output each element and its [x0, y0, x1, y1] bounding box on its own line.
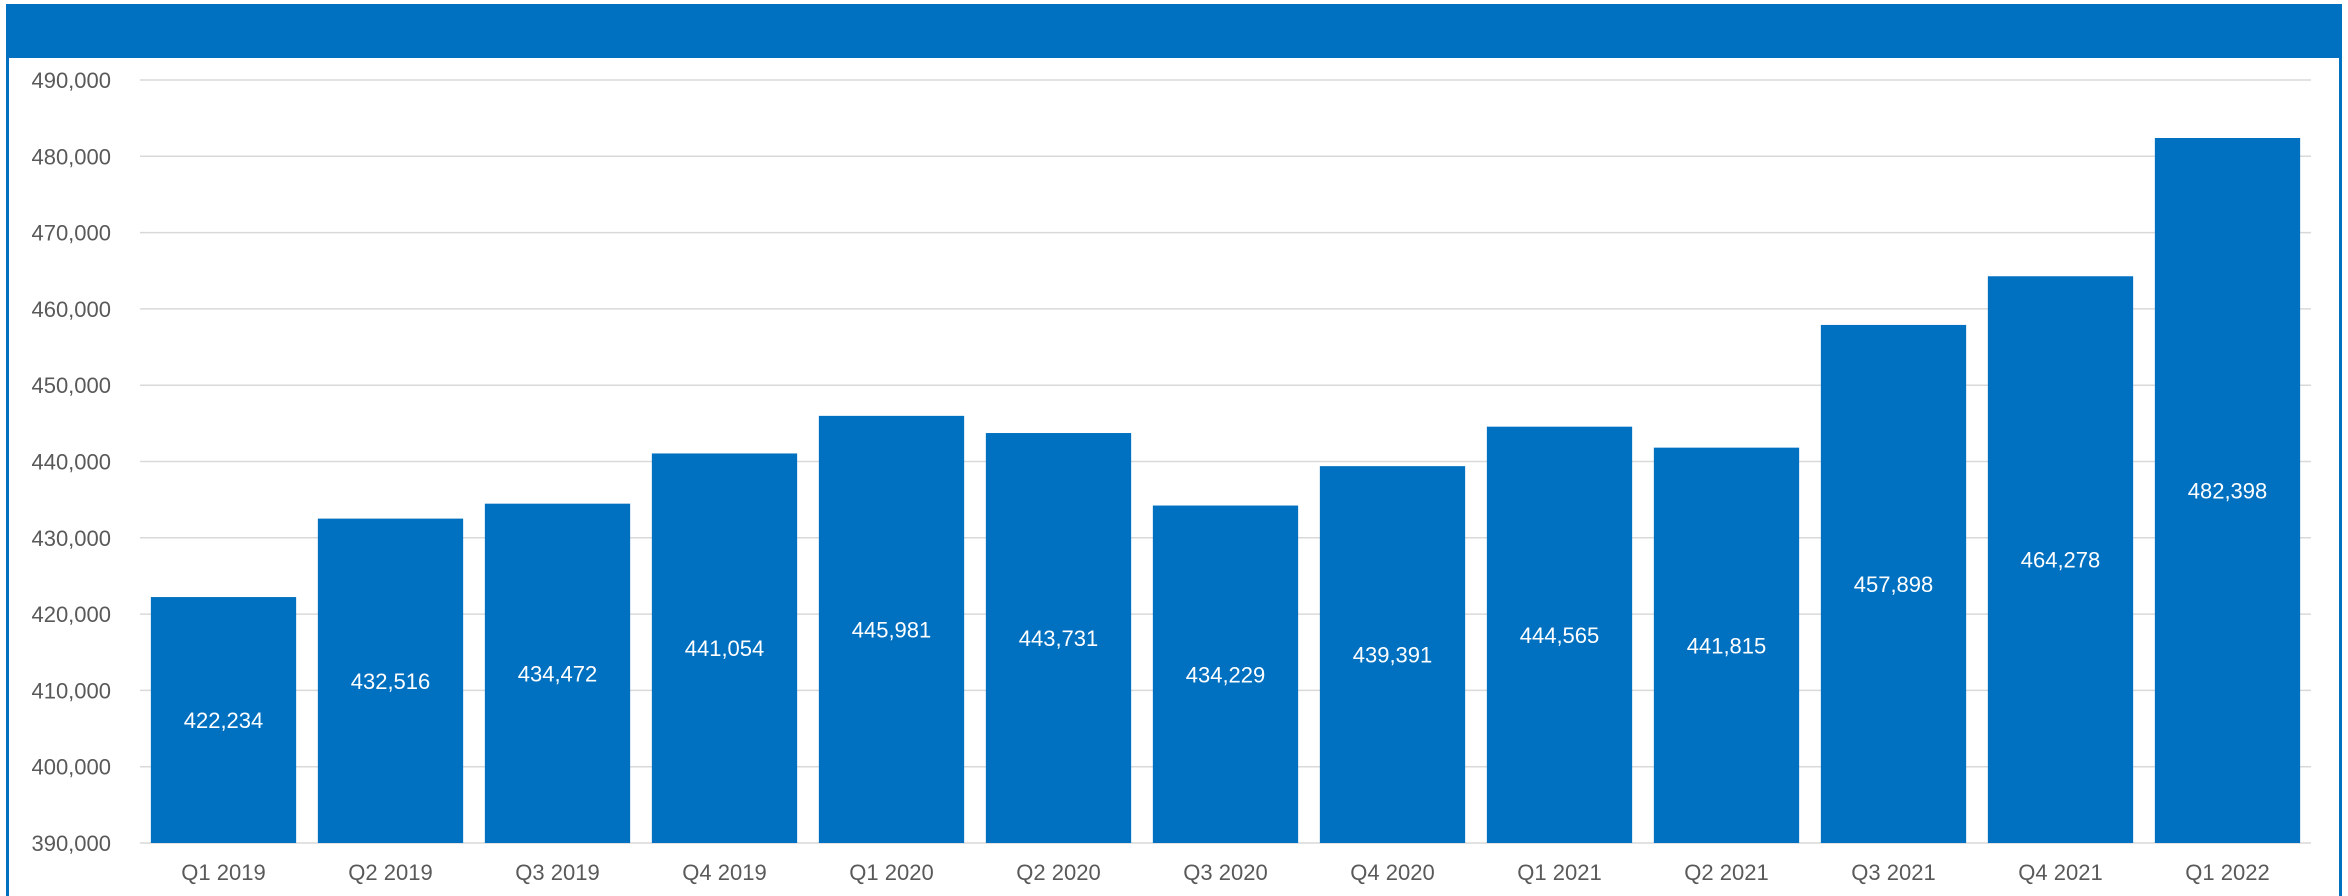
- bar-data-label: 445,981: [852, 617, 932, 642]
- x-tick-label: Q1 2019: [181, 860, 265, 885]
- bar-data-label: 432,516: [351, 669, 431, 694]
- bar-data-label: 482,398: [2188, 479, 2268, 504]
- bar-data-label: 457,898: [1854, 572, 1934, 597]
- y-tick-label: 440,000: [31, 450, 111, 475]
- bar: [1987, 276, 2134, 843]
- bar-data-label: 444,565: [1520, 623, 1600, 648]
- x-tick-label: Q4 2020: [1350, 860, 1434, 885]
- data-labels: 422,234 432,516 434,472 441,054 445,981 443,7…: [184, 479, 2268, 734]
- x-tick-label: Q2 2019: [348, 860, 432, 885]
- x-tick-label: Q4 2021: [2018, 860, 2102, 885]
- x-tick-label: Q2 2021: [1684, 860, 1768, 885]
- x-tick-label: Q1 2021: [1517, 860, 1601, 885]
- bar: [1486, 426, 1633, 843]
- bar: [150, 597, 297, 843]
- x-tick-label: Q3 2020: [1183, 860, 1267, 885]
- x-tick-label: Q3 2021: [1851, 860, 1935, 885]
- bar-data-label: 422,234: [184, 708, 264, 733]
- bar-data-label: 434,472: [518, 661, 598, 686]
- bar: [484, 503, 631, 843]
- y-tick-label: 420,000: [31, 602, 111, 627]
- x-tick-label: Q2 2020: [1016, 860, 1100, 885]
- x-tick-label: Q4 2019: [682, 860, 766, 885]
- x-tick-label: Q1 2022: [2185, 860, 2269, 885]
- bar: [1820, 324, 1967, 844]
- header-bar: [9, 4, 2339, 58]
- bar: [1319, 466, 1466, 843]
- x-tick-label: Q1 2020: [849, 860, 933, 885]
- bar-data-label: 441,054: [685, 636, 765, 661]
- y-tick-label: 490,000: [31, 68, 111, 93]
- y-axis-ticks: 390,000 400,000 410,000 420,000 430,000 440,0…: [31, 68, 111, 856]
- x-tick-label: Q3 2019: [515, 860, 599, 885]
- y-tick-label: 410,000: [31, 678, 111, 703]
- y-tick-label: 430,000: [31, 526, 111, 551]
- y-tick-label: 450,000: [31, 373, 111, 398]
- y-tick-label: 390,000: [31, 831, 111, 856]
- bar: [2154, 138, 2301, 843]
- bar: [1152, 505, 1299, 843]
- bar: [818, 415, 965, 843]
- bars: [150, 138, 2301, 844]
- bar-data-label: 464,278: [2021, 548, 2101, 573]
- y-tick-label: 470,000: [31, 221, 111, 246]
- y-tick-label: 460,000: [31, 297, 111, 322]
- y-tick-label: 400,000: [31, 755, 111, 780]
- bar: [985, 433, 1132, 843]
- bar: [317, 518, 464, 843]
- bar-data-label: 441,815: [1687, 633, 1767, 658]
- y-tick-label: 480,000: [31, 144, 111, 169]
- bar-data-label: 443,731: [1019, 626, 1099, 651]
- bar: [651, 453, 798, 843]
- x-axis-ticks: Q1 2019 Q2 2019 Q3 2019 Q4 2019 Q1 2020 Q2 20…: [181, 860, 2269, 885]
- bar-data-label: 434,229: [1186, 662, 1266, 687]
- bar-data-label: 439,391: [1353, 643, 1433, 668]
- bar: [1653, 447, 1800, 843]
